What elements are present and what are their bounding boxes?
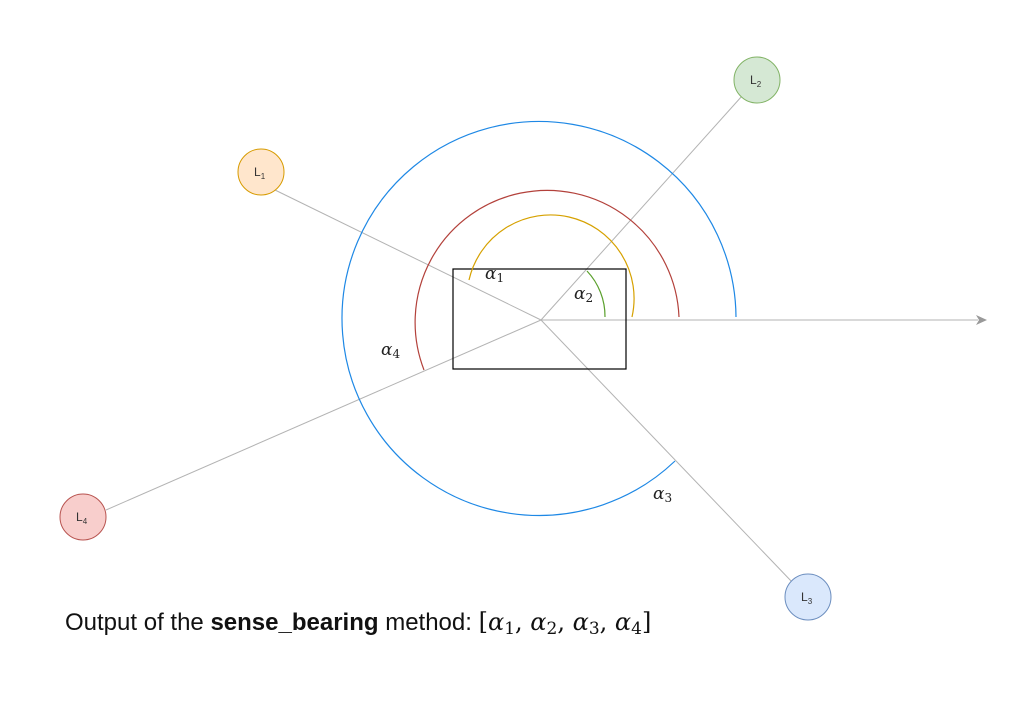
heading-arrowhead bbox=[976, 315, 987, 325]
angle-label-alpha-2: α2 bbox=[574, 284, 593, 305]
angle-arc-alpha-2 bbox=[586, 270, 606, 318]
bearing-line-l2 bbox=[540, 95, 743, 321]
bearing-line-l4 bbox=[105, 319, 542, 511]
landmark-l4: L4 bbox=[59, 493, 107, 541]
caption-prefix: Output of the bbox=[65, 609, 211, 636]
caption-method-name: sense_bearing bbox=[210, 609, 379, 636]
caption: Output of the sense_bearing method: [α1,… bbox=[65, 608, 652, 639]
caption-suffix: method: bbox=[378, 609, 479, 636]
angle-label-alpha-4: α4 bbox=[381, 340, 400, 361]
svg-text:L1: L1 bbox=[254, 165, 266, 181]
landmark-l3: L3 bbox=[784, 573, 832, 621]
svg-text:L3: L3 bbox=[801, 590, 813, 606]
svg-text:L4: L4 bbox=[76, 510, 88, 526]
bearing-line-l3 bbox=[540, 319, 794, 584]
angle-arc-alpha-4 bbox=[414, 189, 680, 371]
svg-text:L2: L2 bbox=[750, 73, 762, 89]
landmark-l1: L1 bbox=[237, 148, 285, 196]
angle-arc-alpha-1 bbox=[468, 214, 635, 318]
robot-body bbox=[452, 268, 627, 370]
caption-bearing-list: [α1, α2, α3, α4] bbox=[478, 608, 652, 639]
bearing-line-l1 bbox=[274, 189, 542, 321]
landmark-l2: L2 bbox=[733, 56, 781, 104]
angle-arc-alpha-3 bbox=[341, 120, 737, 517]
angle-label-alpha-1: α1 bbox=[485, 264, 504, 285]
angle-label-alpha-3: α3 bbox=[653, 484, 672, 505]
